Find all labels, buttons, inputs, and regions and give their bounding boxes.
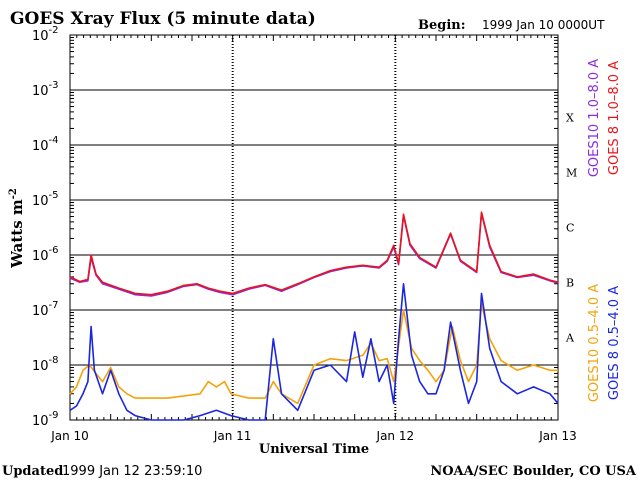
y-tick-label: 10-6 xyxy=(32,245,59,264)
series-line xyxy=(69,283,559,421)
x-axis-label: Universal Time xyxy=(259,442,369,457)
flare-class-label: X xyxy=(566,112,574,125)
legend-goes8-short: GOES 8 0.5–4.0 A xyxy=(607,286,622,400)
grid xyxy=(70,35,558,420)
y-tick-base: 10 xyxy=(32,139,49,154)
y-tick-base: 10 xyxy=(32,414,49,429)
series-line xyxy=(69,302,558,405)
legend-goes10-long: GOES10 1.0–8.0 A xyxy=(587,59,602,177)
y-tick-labels: 10-210-310-410-510-610-710-810-9 xyxy=(32,25,59,429)
credit: NOAA/SEC Boulder, CO USA xyxy=(430,464,637,479)
legend-short-wavelength: GOES10 0.5–4.0 A GOES 8 0.5–4.0 A xyxy=(587,284,622,402)
y-tick-base: 10 xyxy=(32,194,49,209)
flare-class-label: M xyxy=(566,167,577,180)
y-tick-base: 10 xyxy=(32,84,49,99)
x-tick-label: Jan 10 xyxy=(50,429,89,443)
y-axis-label-group: Watts m-2 xyxy=(8,188,26,269)
updated-label: Updated xyxy=(2,464,63,479)
y-tick-exponent: -9 xyxy=(49,410,59,421)
chart-title: GOES Xray Flux (5 minute data) xyxy=(10,9,316,29)
x-tick-labels: Jan 10 Jan 11 Jan 12 Jan 13 xyxy=(50,429,577,443)
y-axis-label: Watts m-2 xyxy=(8,188,26,269)
begin-value: 1999 Jan 10 0000UT xyxy=(482,18,605,32)
y-tick-base: 10 xyxy=(32,249,49,264)
x-tick-label: Jan 13 xyxy=(538,429,577,443)
y-tick-exponent: -7 xyxy=(49,300,59,311)
minor-ticks xyxy=(69,35,559,420)
series-line xyxy=(69,211,559,296)
flare-class-label: B xyxy=(566,277,574,290)
y-tick-exponent: -6 xyxy=(49,245,59,256)
y-tick-base: 10 xyxy=(32,304,49,319)
x-tick-label: Jan 12 xyxy=(376,429,415,443)
updated-value: 1999 Jan 12 23:59:10 xyxy=(62,464,202,479)
y-tick-exponent: -4 xyxy=(49,135,59,146)
flare-class-labels: X M C B A xyxy=(565,112,577,345)
y-tick-label: 10-9 xyxy=(32,410,59,429)
legend-long-wavelength: GOES10 1.0–8.0 A GOES 8 1.0–8.0 A xyxy=(587,59,622,177)
series-layer xyxy=(69,211,559,421)
legend-goes10-short: GOES10 0.5–4.0 A xyxy=(587,284,602,402)
y-tick-label: 10-4 xyxy=(32,135,59,154)
y-tick-exponent: -8 xyxy=(49,355,59,366)
begin-label: Begin: xyxy=(418,18,466,33)
y-tick-label: 10-7 xyxy=(32,300,59,319)
y-tick-base: 10 xyxy=(32,359,49,374)
y-tick-exponent: -5 xyxy=(49,190,59,201)
y-tick-label: 10-2 xyxy=(32,25,59,44)
legend-goes8-long: GOES 8 1.0–8.0 A xyxy=(607,61,622,175)
y-tick-label: 10-5 xyxy=(32,190,59,209)
y-tick-exponent: -3 xyxy=(49,80,59,91)
y-tick-exponent: -2 xyxy=(49,25,59,36)
x-tick-label: Jan 11 xyxy=(213,429,252,443)
y-tick-label: 10-3 xyxy=(32,80,59,99)
y-tick-base: 10 xyxy=(32,29,49,44)
flare-class-label: C xyxy=(566,222,574,235)
y-tick-label: 10-8 xyxy=(32,355,59,374)
flare-class-label: A xyxy=(565,332,575,345)
